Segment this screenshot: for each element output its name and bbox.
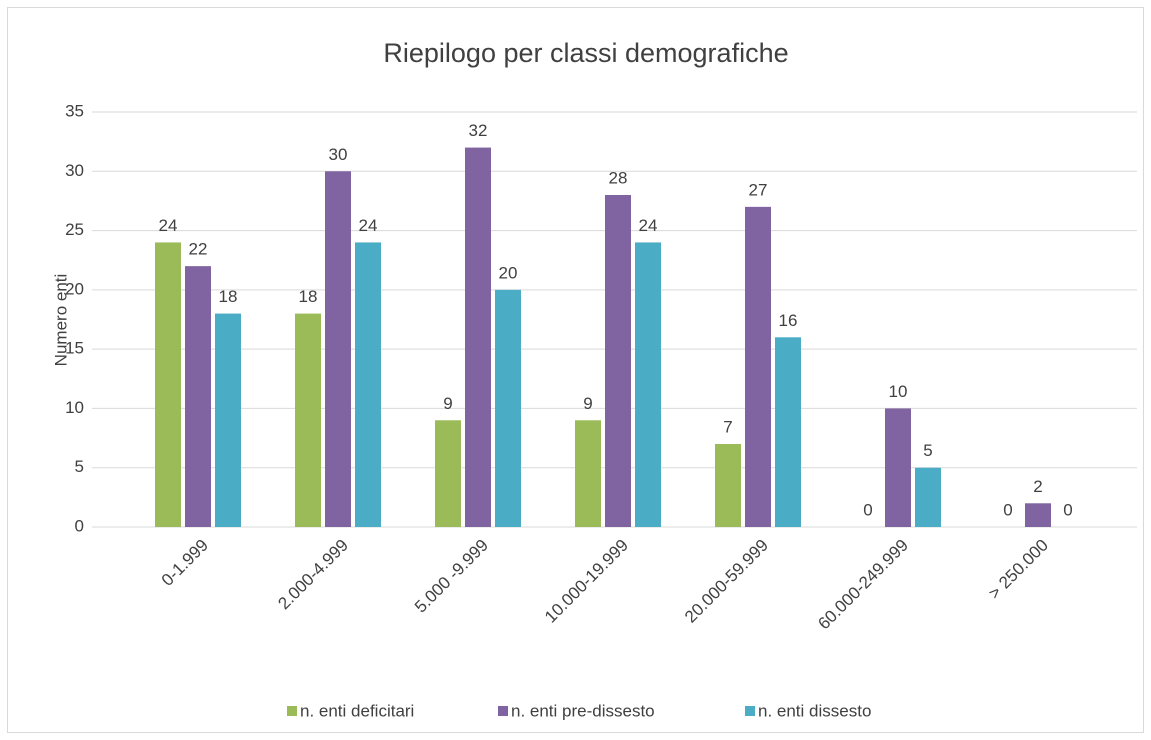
y-tick-label: 35 [65, 101, 84, 120]
data-label: 10 [889, 382, 908, 401]
bar [775, 337, 801, 527]
y-axis-label: Numero enti [51, 274, 70, 367]
legend-label: n. enti pre-dissesto [511, 701, 655, 720]
bar [355, 242, 381, 527]
bar [185, 266, 211, 527]
bar [435, 420, 461, 527]
legend-swatch [745, 706, 755, 716]
data-label: 32 [469, 121, 488, 140]
data-label: 18 [299, 287, 318, 306]
bar [325, 171, 351, 528]
bar [605, 195, 631, 527]
bar [715, 444, 741, 527]
y-tick-label: 20 [65, 279, 84, 298]
data-label: 30 [329, 145, 348, 164]
bar [495, 289, 521, 527]
bar [575, 420, 601, 527]
data-label: 18 [219, 287, 238, 306]
y-tick-label: 10 [65, 398, 84, 417]
data-label: 0 [1003, 500, 1012, 519]
bar [885, 408, 911, 527]
legend-swatch [287, 706, 297, 716]
data-label: 5 [923, 441, 932, 460]
y-tick-label: 15 [65, 339, 84, 358]
y-tick-label: 30 [65, 161, 84, 180]
data-label: 2 [1033, 477, 1042, 496]
data-label: 24 [639, 216, 658, 235]
data-label: 22 [189, 240, 208, 259]
legend-label: n. enti deficitari [300, 701, 414, 720]
data-label: 24 [359, 216, 378, 235]
bar [745, 206, 771, 527]
data-label: 0 [1063, 500, 1072, 519]
chart-title: Riepilogo per classi demografiche [383, 38, 788, 68]
data-label: 7 [723, 417, 732, 436]
legend-swatch [498, 706, 508, 716]
data-label: 24 [159, 216, 178, 235]
bar [155, 242, 181, 527]
y-tick-label: 25 [65, 220, 84, 239]
bar [295, 313, 321, 527]
bar [465, 147, 491, 528]
bar [635, 242, 661, 527]
data-label: 9 [443, 394, 452, 413]
y-tick-label: 0 [75, 516, 84, 535]
data-label: 20 [499, 263, 518, 282]
bar [215, 313, 241, 527]
bar [915, 467, 941, 527]
data-label: 28 [609, 168, 628, 187]
data-label: 16 [779, 311, 798, 330]
data-label: 27 [749, 180, 768, 199]
data-label: 0 [863, 500, 872, 519]
y-tick-label: 5 [75, 457, 84, 476]
data-label: 9 [583, 394, 592, 413]
legend-label: n. enti dissesto [758, 701, 871, 720]
bar [1025, 503, 1051, 527]
